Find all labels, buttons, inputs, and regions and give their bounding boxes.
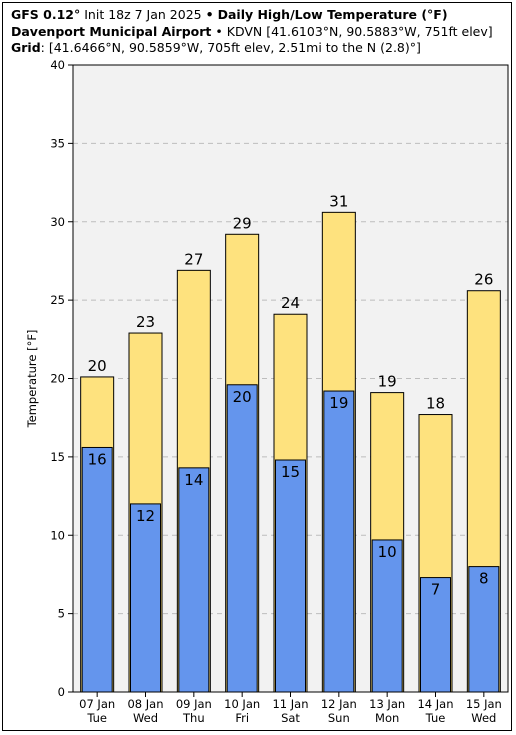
x-tick-label-date: 11 Jan [272,697,308,711]
x-tick-label-date: 09 Jan [176,697,212,711]
plot-border [72,64,509,693]
init-time: Init 18z 7 Jan 2025 [84,7,202,22]
x-tick-label-date: 15 Jan [466,697,502,711]
product-name: Daily High/Low Temperature (°F) [217,7,448,22]
bar-low [81,446,113,693]
bar-low [323,390,355,693]
x-tick-label-weekday: Wed [471,711,496,725]
y-tick-label: 15 [50,450,65,464]
x-tick-label-weekday: Tue [425,711,446,725]
model-name: GFS 0.12° [11,7,81,22]
x-tick-label-date: 13 Jan [369,697,405,711]
data-label-low: 10 [378,543,397,561]
data-label-low: 19 [329,394,348,412]
data-label-high: 29 [233,214,252,232]
bar-low [420,577,451,693]
data-label-high: 18 [426,395,445,413]
bar-low [468,566,500,693]
x-tick-label-date: 12 Jan [321,697,357,711]
header-line-1: GFS 0.12° Init 18z 7 Jan 2025 • Daily Hi… [11,7,448,22]
data-label-low: 7 [431,581,441,599]
data-label-high: 27 [184,250,203,268]
bar-low [226,384,258,693]
x-tick-label-weekday: Sat [281,711,300,725]
bar-low [275,459,306,693]
bar-low [178,467,210,693]
y-tick-label: 30 [50,215,65,229]
y-tick-label: 40 [50,58,65,72]
x-tick-label-date: 10 Jan [224,697,260,711]
x-tick-label-date: 07 Jan [79,697,115,711]
grid-label: Grid [11,40,41,55]
data-label-high: 20 [88,357,107,375]
x-tick-label-weekday: Tue [86,711,107,725]
x-tick-label-weekday: Thu [182,711,205,725]
y-tick-label: 20 [50,372,65,386]
data-label-high: 24 [281,294,300,312]
x-tick-label-date: 08 Jan [127,697,163,711]
data-label-low: 16 [88,450,107,468]
data-label-low: 20 [233,388,252,406]
bar-low [371,539,403,693]
station-name: Davenport Municipal Airport [11,24,212,39]
y-tick-label: 35 [50,136,65,150]
y-tick-label: 10 [50,528,65,542]
header-line-3: Grid: [41.6466°N, 90.5859°W, 705ft elev,… [11,40,421,55]
y-tick-label: 0 [58,685,65,699]
x-tick-label-weekday: Wed [133,711,158,725]
station-detail: KDVN [41.6103°N, 90.5883°W, 751ft elev] [226,24,493,39]
header-line-2: Davenport Municipal Airport • KDVN [41.6… [11,24,493,39]
data-label-low: 15 [281,463,300,481]
data-label-low: 12 [136,507,155,525]
x-tick-label-date: 14 Jan [417,697,453,711]
y-axis-label: Temperature [°F] [25,330,39,429]
x-tick-label-weekday: Fri [235,711,249,725]
data-label-high: 19 [378,373,397,391]
y-tick-label: 5 [58,607,65,621]
x-tick-label-weekday: Mon [375,711,399,725]
grid-detail: : [41.6466°N, 90.5859°W, 705ft elev, 2.5… [40,40,421,55]
data-label-high: 23 [136,313,155,331]
bar-low [130,503,161,693]
data-label-low: 8 [479,570,489,588]
data-label-low: 14 [184,471,203,489]
y-tick-label: 25 [50,293,65,307]
data-label-high: 31 [329,192,348,210]
x-tick-label-weekday: Sun [328,711,350,725]
data-label-high: 26 [474,271,493,289]
